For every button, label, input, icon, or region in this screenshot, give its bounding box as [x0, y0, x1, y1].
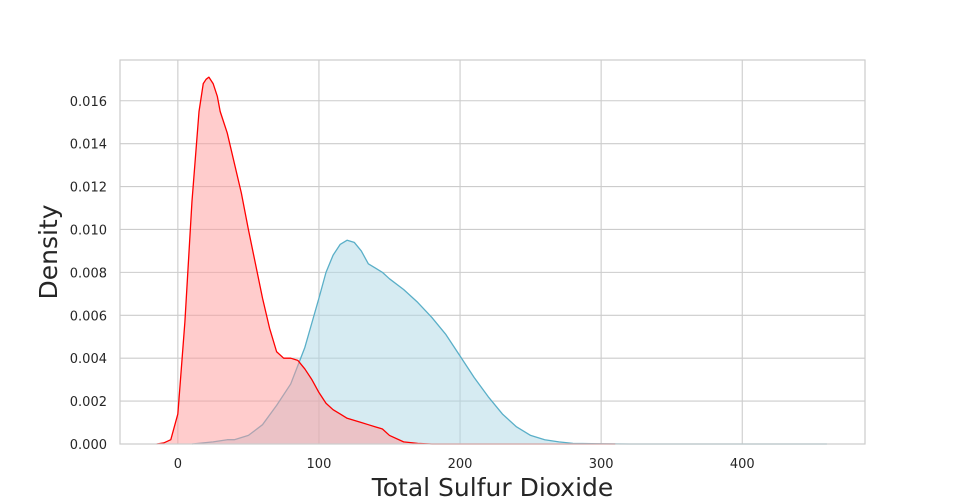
x-tick-label: 200: [448, 457, 473, 472]
y-tick-label: 0.008: [70, 266, 107, 281]
y-tick-label: 0.012: [70, 181, 107, 196]
y-tick-label: 0.010: [70, 223, 107, 238]
density-area-series-0: [191, 240, 827, 444]
x-tick-label: 100: [307, 457, 332, 472]
plot-frame: [119, 59, 866, 445]
y-tick-label: 0.016: [70, 95, 107, 110]
y-tick-label: 0.004: [70, 352, 107, 367]
x-tick-label: 300: [589, 457, 614, 472]
density-line-series-1: [156, 76, 616, 445]
y-tick-label: 0.006: [70, 309, 107, 324]
density-area-series-1: [156, 77, 616, 444]
y-tick-label: 0.002: [70, 395, 107, 410]
y-tick-label: 0.014: [70, 138, 107, 153]
y-tick-label: 0.000: [70, 438, 107, 453]
density-areas: [156, 76, 827, 445]
x-tick-labels: 0 100 200 300 400: [174, 457, 755, 472]
y-axis-label: Density: [34, 204, 63, 299]
x-tick-label: 400: [730, 457, 755, 472]
x-axis-label: Total Sulfur Dioxide: [371, 473, 614, 499]
x-tick-label: 0: [174, 457, 182, 472]
y-tick-labels: 0.000 0.002 0.004 0.006 0.008 0.010 0.012 0.014…: [70, 95, 107, 453]
